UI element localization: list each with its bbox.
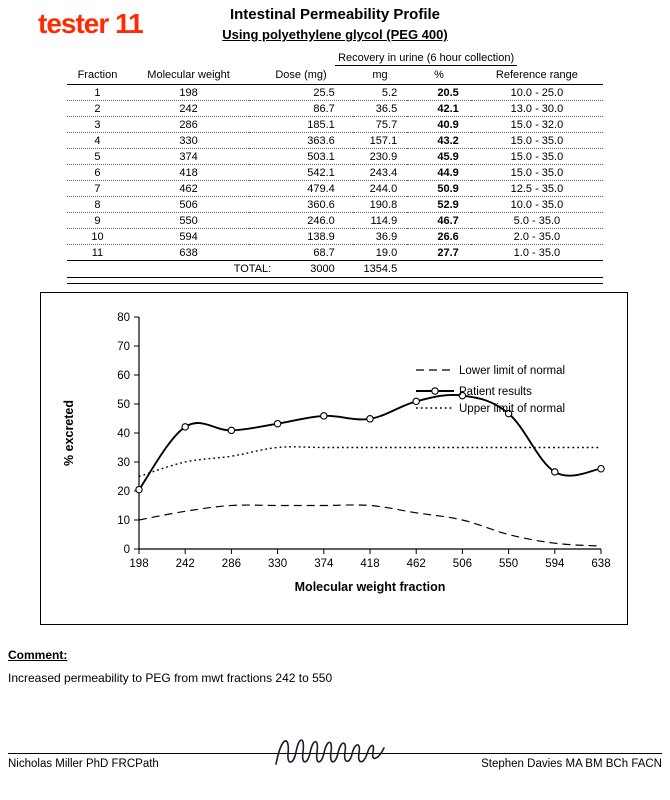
results-table: Recovery in urine (6 hour collection) Fr…	[67, 52, 603, 278]
total-mg: 1354.5	[352, 260, 408, 278]
comment-label: Comment:	[8, 648, 68, 662]
col-header-dose-mg-: Dose (mg)	[249, 67, 353, 85]
col-header-reference-range: Reference range	[470, 67, 603, 85]
y-tick-label: 10	[117, 515, 130, 527]
x-tick-label: 242	[176, 558, 195, 570]
table-row: 2 242 86.7 36.5 42.1 13.0 - 30.0	[67, 100, 603, 117]
signature	[275, 739, 385, 765]
y-tick-label: 30	[117, 457, 130, 469]
data-point-marker	[320, 412, 328, 420]
y-tick-label: 80	[117, 312, 130, 324]
table-row: 3 286 185.1 75.7 40.9 15.0 - 32.0	[67, 116, 603, 133]
y-tick-label: 60	[117, 370, 130, 382]
table-row: 9 550 246.0 114.9 46.7 5.0 - 35.0	[67, 212, 603, 229]
data-point-marker	[458, 391, 467, 400]
data-point-marker	[597, 464, 605, 473]
data-point-marker	[504, 409, 513, 418]
x-tick-label: 330	[268, 558, 287, 570]
total-dose: 3000	[249, 260, 353, 278]
total-label: TOTAL:	[233, 263, 272, 275]
tester-label: tester 11	[38, 8, 144, 39]
table-row: 7 462 479.4 244.0 50.9 12.5 - 35.0	[67, 180, 603, 197]
y-tick-label: 20	[117, 486, 130, 498]
results-table-section: Recovery in urine (6 hour collection) Fr…	[67, 52, 603, 284]
table-row: 11 638 68.7 19.0 27.7 1.0 - 35.0	[67, 244, 603, 261]
x-tick-label: 462	[407, 558, 426, 570]
data-point-marker	[551, 468, 559, 476]
signatory-right: Stephen Davies MA BM BCh FACN	[481, 758, 662, 770]
x-axis-label: Molecular weight fraction	[295, 580, 446, 594]
total-row: TOTAL: 3000 1354.5	[67, 260, 603, 278]
table-row: 5 374 503.1 230.9 45.9 15.0 - 35.0	[67, 148, 603, 165]
table-row: 8 506 360.6 190.8 52.9 10.0 - 35.0	[67, 196, 603, 213]
x-tick-label: 638	[591, 558, 610, 570]
page-title: Intestinal Permeability Profile	[229, 6, 441, 23]
series-line	[138, 446, 601, 478]
y-tick-label: 40	[117, 428, 130, 440]
data-point-marker	[273, 419, 282, 428]
legend-label: Patient results	[459, 386, 532, 398]
legend-label: Upper limit of normal	[459, 403, 565, 415]
table-row: 1 198 25.5 5.2 20.5 10.0 - 25.0	[67, 84, 603, 101]
x-tick-label: 374	[314, 558, 334, 570]
col-header--: %	[407, 67, 471, 85]
x-tick-label: 506	[453, 558, 472, 570]
table-row: 6 418 542.1 243.4 44.9 15.0 - 35.0	[67, 164, 603, 181]
legend-label: Lower limit of normal	[459, 365, 565, 377]
table-row: 4 330 363.6 157.1 43.2 15.0 - 35.0	[67, 132, 603, 149]
series-line	[138, 504, 602, 547]
data-point-marker	[181, 423, 189, 431]
col-header-mg: mg	[352, 67, 408, 85]
x-tick-label: 594	[545, 558, 565, 570]
y-tick-label: 0	[124, 544, 130, 556]
permeability-chart: 0 10 20 30 40 50 60 70 80 198 242 286 330 374 418 462 50…	[62, 312, 611, 594]
data-point-marker	[366, 415, 374, 423]
data-point-marker	[135, 485, 143, 494]
y-axis-label: % excreted	[62, 400, 76, 466]
comment-text: Increased permeability to PEG from mwt f…	[8, 671, 333, 685]
x-tick-label: 286	[222, 558, 241, 570]
col-header-molecular-weight: Molecular weight	[127, 67, 250, 85]
table-bottom-rule	[67, 283, 603, 284]
data-point-marker	[412, 397, 420, 406]
x-tick-label: 198	[129, 558, 148, 570]
signature-rule	[8, 753, 662, 754]
x-tick-label: 550	[499, 558, 518, 570]
table-row: 10 594 138.9 36.9 26.6 2.0 - 35.0	[67, 228, 603, 245]
page-subtitle: Using polyethylene glycol (PEG 400)	[222, 27, 448, 42]
chart-frame: 0 10 20 30 40 50 60 70 80 198 242 286 330 374 418 462 50…	[40, 292, 628, 625]
col-header-fraction: Fraction	[67, 67, 128, 85]
x-tick-label: 418	[360, 558, 379, 570]
data-point-marker	[227, 426, 236, 435]
table-group-header-row: Recovery in urine (6 hour collection)	[67, 52, 603, 67]
table-column-header-row: Fraction Molecular weight Dose (mg) mg% Refe…	[67, 67, 603, 85]
signatory-left: Nicholas Miller PhD FRCPath	[8, 758, 159, 770]
y-tick-label: 50	[117, 399, 130, 411]
recovery-group-header: Recovery in urine (6 hour collection)	[335, 52, 518, 66]
y-tick-label: 70	[117, 341, 130, 353]
